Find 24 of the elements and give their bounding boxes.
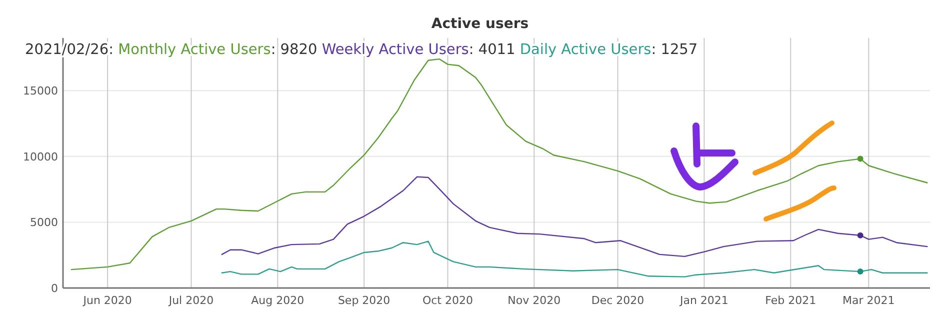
x-tick-label: Oct 2020 [422,294,473,307]
y-tick-label: 10000 [23,150,58,164]
y-tick-label: 5000 [30,216,58,230]
x-tick-label: Nov 2020 [508,294,561,307]
text: Daily Active Users [520,42,652,58]
line-series [221,176,928,258]
annotation: : 9820 [270,42,322,58]
annotation: : 4011 [468,42,520,58]
x-tick-label: Jun 2020 [82,294,132,307]
line-series [221,240,928,278]
x-tick-label: Sep 2020 [338,294,390,307]
text: Monthly Active Users [118,42,271,58]
x-tick-label: Feb 2021 [765,294,816,307]
x-tick-label: Aug 2020 [251,294,304,307]
chart-title: Active users [431,16,529,32]
x-tick-label: Mar 2021 [842,294,895,307]
y-tick-label: 0 [51,282,58,295]
text: Weekly Active Users [322,42,469,58]
y-tick-label: 15000 [23,84,58,98]
x-tick-label: Jan 2021 [678,294,728,307]
x-tick-label: Dec 2020 [591,294,644,307]
line-series [70,58,928,270]
x-tick-label: Jul 2020 [168,294,214,307]
annotation: : 1257 [651,42,698,58]
